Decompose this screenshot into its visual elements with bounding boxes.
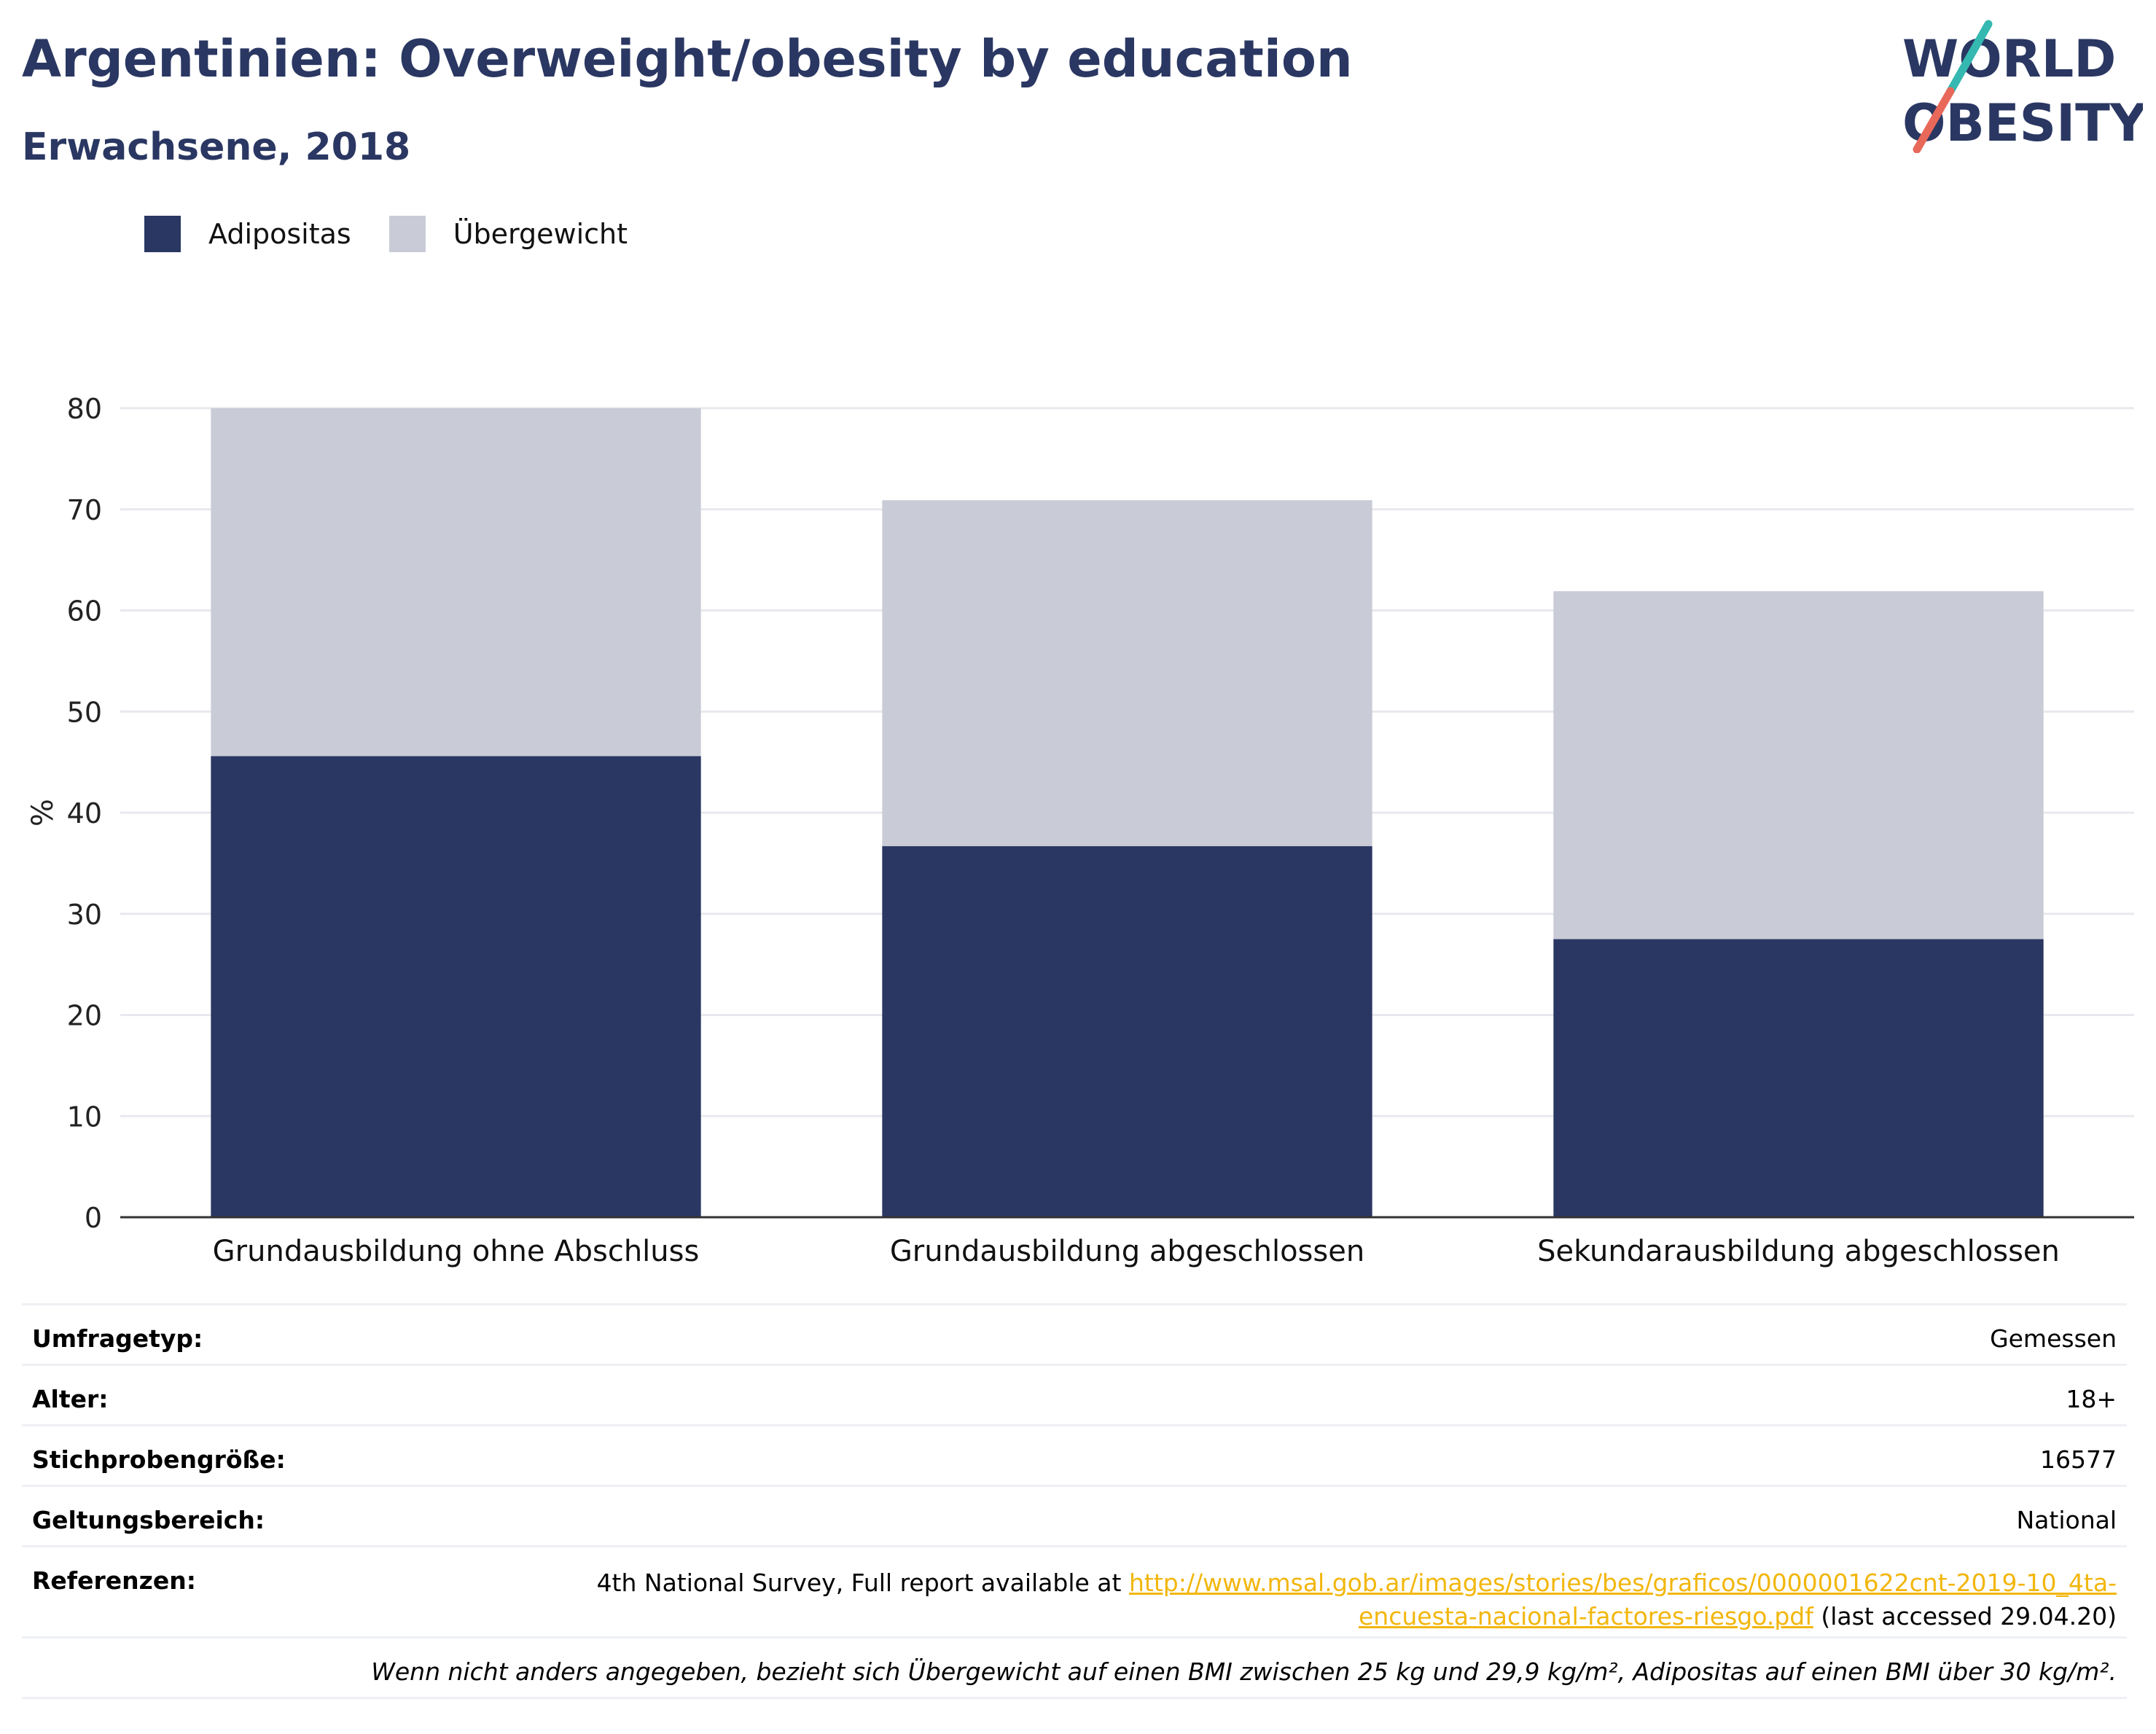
reference-link-line-2[interactable]: encuesta-nacional-factores-riesgo.pdf <box>1359 1602 1813 1630</box>
bar-uebergewicht <box>882 500 1372 846</box>
legend-label-adipositas: Adipositas <box>208 218 351 250</box>
y-tick-label: 0 <box>85 1202 102 1234</box>
metadata-table: Umfragetyp: Gemessen Alter: 18+ Stichpro… <box>22 1303 2127 1699</box>
meta-key: Geltungsbereich: <box>32 1506 265 1534</box>
logo-line-1: WORLD <box>1902 29 2116 89</box>
legend: Adipositas Übergewicht <box>144 216 665 252</box>
logo-slash-teal <box>1946 20 1993 95</box>
y-tick-label: 60 <box>67 595 102 628</box>
meta-value: 16577 <box>2040 1445 2117 1474</box>
references-text: 4th National Survey, Full report availab… <box>597 1566 2117 1633</box>
y-tick-label: 10 <box>67 1101 102 1133</box>
x-tick-label: Grundausbildung ohne Abschluss <box>213 1235 700 1268</box>
meta-row-sample-size: Stichprobengröße: 16577 <box>22 1424 2127 1485</box>
meta-row-references: Referenzen: 4th National Survey, Full re… <box>22 1545 2127 1636</box>
bar-uebergewicht <box>1553 591 2044 940</box>
meta-row-age: Alter: 18+ <box>22 1364 2127 1424</box>
bar-uebergewicht <box>211 408 701 757</box>
meta-key: Umfragetyp: <box>32 1324 203 1353</box>
legend-swatch-uebergewicht <box>388 216 426 252</box>
references-suffix: (last accessed 29.04.20) <box>1813 1602 2117 1630</box>
stacked-bar-chart: 0 10 20 30 40 50 60 70 80% Grundausbildung ohne A… <box>26 393 2134 1268</box>
meta-value: 18+ <box>2066 1385 2117 1413</box>
meta-key: Alter: <box>32 1385 109 1413</box>
y-tick-label: 80 <box>67 393 102 425</box>
meta-key: Referenzen: <box>32 1566 196 1595</box>
chart-subtitle: Erwachsene, 2018 <box>22 125 411 169</box>
y-tick-label: 30 <box>67 899 102 931</box>
legend-label-uebergewicht: Übergewicht <box>453 218 628 250</box>
y-tick-label: 20 <box>67 1000 102 1032</box>
logo-line-2: OBESITY <box>1902 93 2143 153</box>
table-bottom-rule <box>22 1697 2127 1699</box>
y-axis-label: % <box>26 799 60 827</box>
x-tick-label: Grundausbildung abgeschlossen <box>890 1235 1364 1268</box>
bar-adipositas <box>1553 939 2044 1217</box>
meta-value: Gemessen <box>1990 1324 2117 1353</box>
chart-title: Argentinien: Overweight/obesity by educa… <box>22 29 1353 89</box>
bmi-definition-note: Wenn nicht anders angegeben, bezieht sic… <box>371 1657 2117 1686</box>
references-prefix: 4th National Survey, Full report availab… <box>596 1569 1129 1597</box>
meta-row-note: Wenn nicht anders angegeben, bezieht sic… <box>22 1636 2127 1697</box>
meta-row-survey-type: Umfragetyp: Gemessen <box>22 1303 2127 1364</box>
logo-slash-red <box>1913 87 1955 153</box>
meta-key: Stichprobengröße: <box>32 1445 286 1474</box>
x-tick-label: Sekundarausbildung abgeschlossen <box>1537 1235 2060 1268</box>
meta-row-scope: Geltungsbereich: National <box>22 1485 2127 1545</box>
legend-swatch-adipositas <box>144 216 181 252</box>
y-tick-label: 50 <box>67 696 102 728</box>
world-obesity-logo: WORLD OBESITY <box>1902 20 2143 153</box>
y-tick-label: 40 <box>67 797 102 829</box>
legend-item-uebergewicht[interactable]: Übergewicht <box>388 216 628 252</box>
reference-link-line-1[interactable]: http://www.msal.gob.ar/images/stories/be… <box>1128 1569 2117 1597</box>
y-tick-label: 70 <box>67 494 102 526</box>
bar-adipositas <box>211 756 701 1217</box>
legend-item-adipositas[interactable]: Adipositas <box>144 216 351 252</box>
meta-value: National <box>2016 1506 2117 1534</box>
bar-adipositas <box>882 845 1372 1217</box>
